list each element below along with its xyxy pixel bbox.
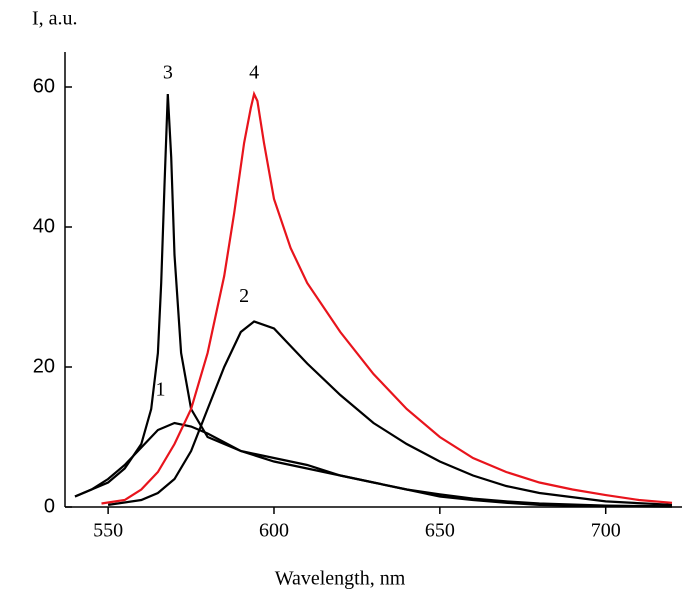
x-tick-label: 650 [425, 520, 455, 542]
x-tick-label: 550 [93, 520, 123, 542]
spectrum-line [74, 93, 673, 508]
y-tick-label: 20 [33, 355, 55, 377]
spectrum-line [74, 421, 673, 508]
x-tick-label: 600 [259, 520, 289, 542]
curve-label: 1 [155, 379, 165, 401]
y-tick-label: 0 [44, 495, 55, 517]
y-axis-label: I, a.u. [32, 8, 78, 30]
spectrum-line [107, 320, 673, 506]
curve-label: 2 [239, 285, 249, 307]
x-tick-label: 700 [591, 520, 621, 542]
y-tick-label: 60 [33, 75, 55, 97]
spectrum-line [101, 90, 673, 505]
y-tick-label: 40 [33, 215, 55, 237]
curve-label: 3 [163, 62, 173, 84]
x-axis-label: Wavelength, nm [275, 568, 406, 590]
curve-label: 4 [249, 62, 259, 84]
